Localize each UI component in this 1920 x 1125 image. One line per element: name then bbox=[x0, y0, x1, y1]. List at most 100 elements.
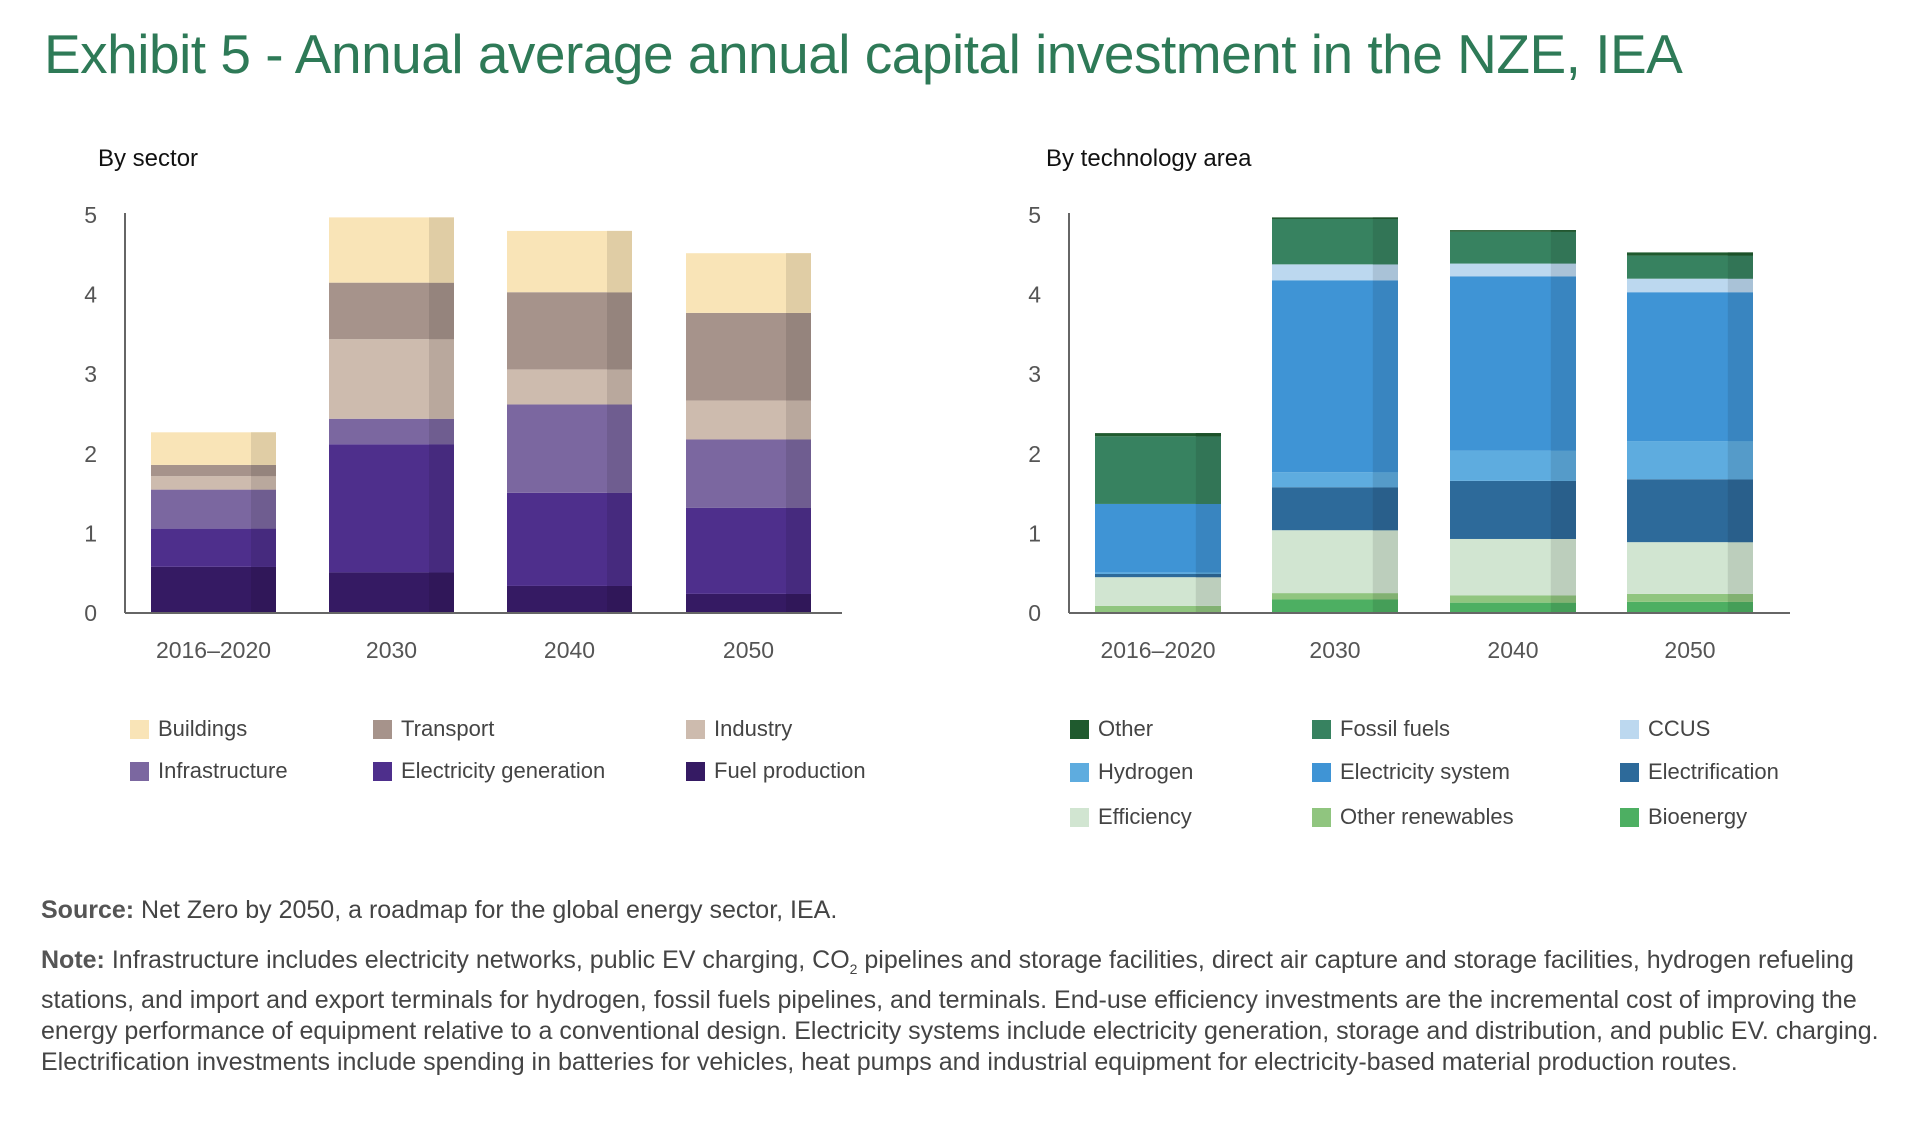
bar-segment-shade bbox=[429, 572, 454, 613]
note-subscript: 2 bbox=[849, 961, 858, 977]
legend-swatch bbox=[373, 719, 392, 739]
bar-segment-other-renewables bbox=[1272, 593, 1398, 600]
legend-label: Electrification bbox=[1648, 759, 1779, 784]
legend-label: Fuel production bbox=[714, 758, 866, 783]
y-tick-label: 5 bbox=[84, 202, 97, 228]
legend-item-buildings: Buildings bbox=[130, 716, 247, 742]
legend-item-infrastructure: Infrastructure bbox=[130, 758, 288, 784]
sector-chart-title: By sector bbox=[98, 145, 199, 172]
y-tick-label: 1 bbox=[84, 520, 97, 546]
y-tick-label: 3 bbox=[84, 361, 97, 387]
legend-label: Electricity generation bbox=[401, 758, 606, 783]
bar-segment-electrification bbox=[1095, 573, 1221, 578]
x-tick-label: 2040 bbox=[1487, 637, 1538, 663]
x-tick-label: 2040 bbox=[544, 637, 595, 663]
source-text: Net Zero by 2050, a roadmap for the glob… bbox=[141, 896, 838, 924]
bar-segment-other bbox=[1095, 433, 1221, 437]
bar-segment-shade bbox=[1550, 231, 1576, 264]
legend-item-efficiency: Efficiency bbox=[1070, 804, 1192, 830]
bar-segment-shade bbox=[607, 230, 632, 293]
bar-segment-shade bbox=[1372, 280, 1398, 473]
bar-segment-shade bbox=[1550, 230, 1576, 232]
legend-item-other-renewables: Other renewables bbox=[1312, 804, 1514, 830]
bar-segment-shade bbox=[1727, 601, 1753, 613]
technology-chart-title: By technology area bbox=[1046, 145, 1252, 172]
note-label: Note: bbox=[41, 946, 105, 974]
bar-segment-shade bbox=[1195, 577, 1221, 606]
note-text-part1: Infrastructure includes electricity netw… bbox=[111, 946, 850, 974]
legend-item-ccus: CCUS bbox=[1620, 716, 1710, 742]
bar-segment-ccus bbox=[1627, 278, 1753, 293]
bar-segment-shade bbox=[1372, 593, 1398, 600]
bar-segment-shade bbox=[1727, 292, 1753, 442]
bar-segment-ccus bbox=[1272, 264, 1398, 281]
note-text-part2: pipelines and storage facilities, direct… bbox=[41, 946, 1879, 1076]
legend-item-other: Other bbox=[1070, 716, 1153, 742]
legend-label: Buildings bbox=[158, 716, 248, 741]
bar-segment-shade bbox=[429, 217, 454, 283]
bar-segment-shade bbox=[607, 369, 632, 405]
legend-swatch bbox=[1070, 719, 1089, 739]
legend-swatch bbox=[1312, 807, 1331, 827]
bar-segment-shade bbox=[251, 464, 276, 477]
bar-segment-shade bbox=[251, 476, 276, 490]
sector-chart: 0 1 2 3 4 5 2016–2020 2030 2040 2050 bbox=[84, 202, 842, 663]
bar-segment-shade bbox=[1727, 542, 1753, 594]
legend-item-industry: Industry bbox=[686, 716, 792, 742]
bar-segment-shade bbox=[607, 585, 632, 613]
bar-segment-industry bbox=[151, 476, 276, 490]
bar-segment-other-renewables bbox=[1450, 595, 1576, 603]
bar-segment-shade bbox=[607, 492, 632, 586]
y-tick-label: 0 bbox=[84, 600, 97, 626]
bar-segment-shade bbox=[1550, 276, 1576, 451]
bar-segment-fossil-fuels bbox=[1627, 255, 1753, 279]
legend-item-electricity-generation: Electricity generation bbox=[373, 758, 605, 784]
bar-segment-shade bbox=[1372, 487, 1398, 531]
bar-segment-fuel-production bbox=[686, 593, 811, 613]
source-line: Source: Net Zero by 2050, a roadmap for … bbox=[41, 895, 1901, 926]
bar-segment-shade bbox=[1727, 278, 1753, 293]
bar-segment-other bbox=[1627, 252, 1753, 256]
bar-segment-bioenergy bbox=[1627, 601, 1753, 613]
bar-segment-shade bbox=[607, 292, 632, 370]
bar-segment-shade bbox=[1372, 264, 1398, 281]
source-label: Source: bbox=[41, 896, 135, 924]
x-tick-label: 2050 bbox=[723, 637, 774, 663]
bar-segment-shade bbox=[1195, 433, 1221, 437]
bar-segment-hydrogen bbox=[1272, 472, 1398, 488]
bar-segment-shade bbox=[429, 418, 454, 445]
legend-label: CCUS bbox=[1648, 716, 1711, 741]
legend-label: Other renewables bbox=[1340, 804, 1514, 829]
legend-item-electrification: Electrification bbox=[1620, 759, 1779, 785]
charts-canvas: 0 1 2 3 4 5 2016–2020 2030 2040 2050 0 1 2 3 4 5 2016–2… bbox=[84, 202, 1790, 663]
bar-segment-shade bbox=[1195, 503, 1221, 573]
bar-segment-shade bbox=[1195, 605, 1221, 613]
legend-item-hydrogen: Hydrogen bbox=[1070, 759, 1193, 785]
legend-label: Industry bbox=[714, 716, 793, 741]
legend-label: Electricity system bbox=[1340, 759, 1510, 784]
legend-item-electricity-system: Electricity system bbox=[1312, 759, 1510, 785]
bar-segment-shade bbox=[1195, 436, 1221, 504]
legend-swatch bbox=[1070, 762, 1089, 782]
x-tick-label: 2030 bbox=[1309, 637, 1360, 663]
bar-segment-shade bbox=[1372, 530, 1398, 594]
legend-swatch bbox=[1070, 807, 1089, 827]
bar-segment-shade bbox=[251, 566, 276, 613]
bar-segment-shade bbox=[1550, 480, 1576, 539]
bar-segment-shade bbox=[786, 439, 811, 508]
bar-segment-other-renewables bbox=[1095, 605, 1221, 613]
x-tick-label: 2016–2020 bbox=[156, 637, 271, 663]
bar-segment-shade bbox=[786, 593, 811, 613]
legend-swatch bbox=[130, 761, 149, 781]
bar-segment-shade bbox=[1372, 218, 1398, 265]
bar-segment-transport bbox=[151, 464, 276, 477]
bar-segment-shade bbox=[786, 507, 811, 594]
bar-segment-shade bbox=[1727, 252, 1753, 256]
bar-segment-other bbox=[1450, 230, 1576, 232]
bar-segment-bioenergy bbox=[1450, 602, 1576, 613]
bar-segment-shade bbox=[251, 432, 276, 465]
legend-swatch bbox=[1620, 719, 1639, 739]
legend-swatch bbox=[1312, 719, 1331, 739]
note-paragraph: Note: Infrastructure includes electricit… bbox=[41, 945, 1901, 1078]
exhibit-title: Exhibit 5 - Annual average annual capita… bbox=[44, 23, 1683, 85]
